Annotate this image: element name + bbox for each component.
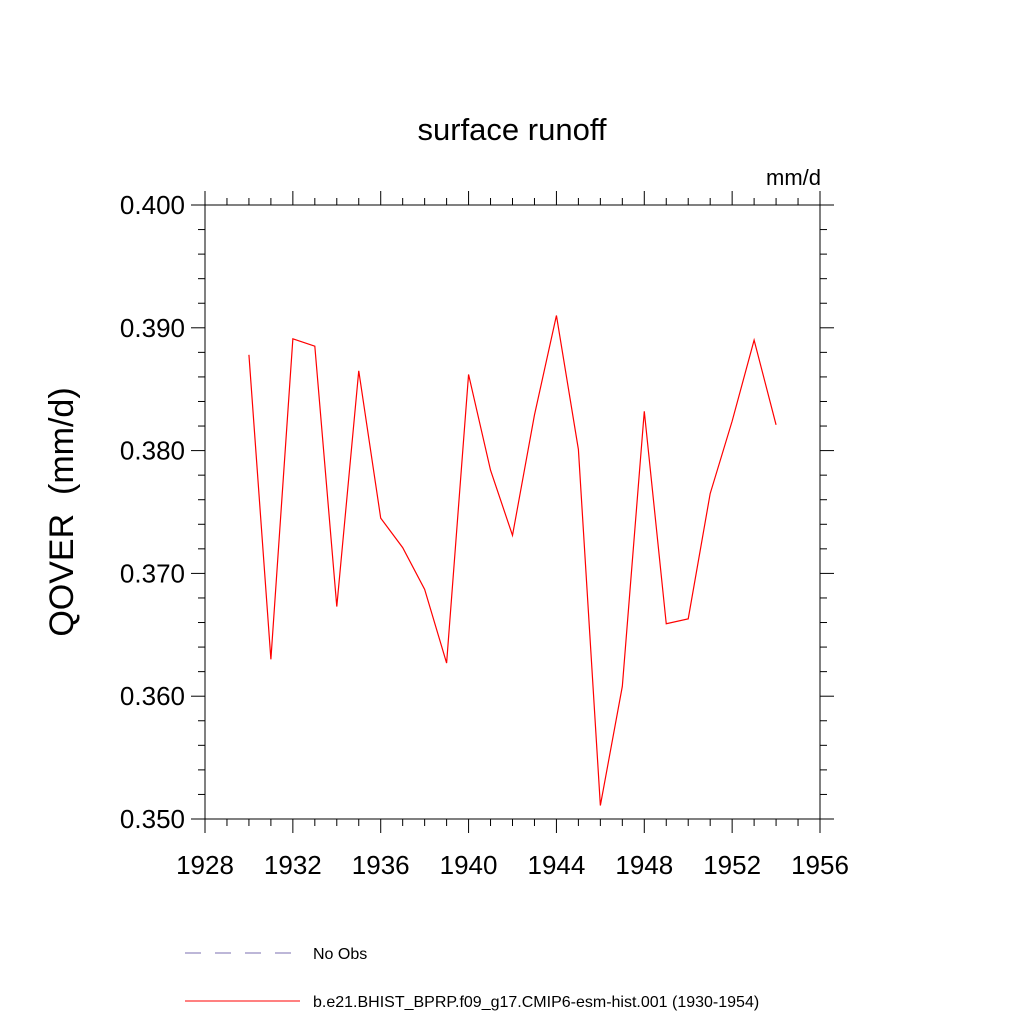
- y-axis-ticks: [191, 204, 834, 820]
- x-tick-label: 1940: [440, 850, 498, 880]
- x-tick-label: 1948: [615, 850, 673, 880]
- y-tick-label: 0.370: [120, 558, 185, 588]
- series-line: [248, 315, 777, 806]
- x-axis-tick-labels: 1928 1932 1936 1940 1944 1948 1952 1956: [176, 850, 849, 880]
- x-tick-label: 1928: [176, 850, 234, 880]
- y-tick-label: 0.380: [120, 436, 185, 466]
- legend-label-no-obs: No Obs: [313, 946, 367, 963]
- y-tick-label: 0.390: [120, 313, 185, 343]
- chart-title: surface runoff: [418, 112, 607, 147]
- x-tick-label: 1952: [703, 850, 761, 880]
- series-layer: [248, 315, 777, 806]
- legend-label-model: b.e21.BHIST_BPRP.f09_g17.CMIP6-esm-hist.…: [313, 994, 759, 1011]
- x-tick-label: 1932: [264, 850, 322, 880]
- y-axis-tick-labels: 0.350 0.360 0.370 0.380 0.390 0.400: [120, 190, 185, 834]
- y-tick-label: 0.360: [120, 681, 185, 711]
- legend: No Obs b.e21.BHIST_BPRP.f09_g17.CMIP6-es…: [185, 946, 759, 1011]
- plot-frame: [204, 204, 821, 820]
- y-tick-label: 0.350: [120, 804, 185, 834]
- x-tick-label: 1936: [352, 850, 410, 880]
- x-tick-label: 1956: [791, 850, 849, 880]
- x-axis-ticks: [204, 191, 821, 833]
- plot-border: [204, 204, 821, 820]
- y-tick-label: 0.400: [120, 190, 185, 220]
- units-label: mm/d: [766, 165, 821, 190]
- x-tick-label: 1944: [528, 850, 586, 880]
- y-axis-title: QOVER (mm/d): [43, 387, 81, 636]
